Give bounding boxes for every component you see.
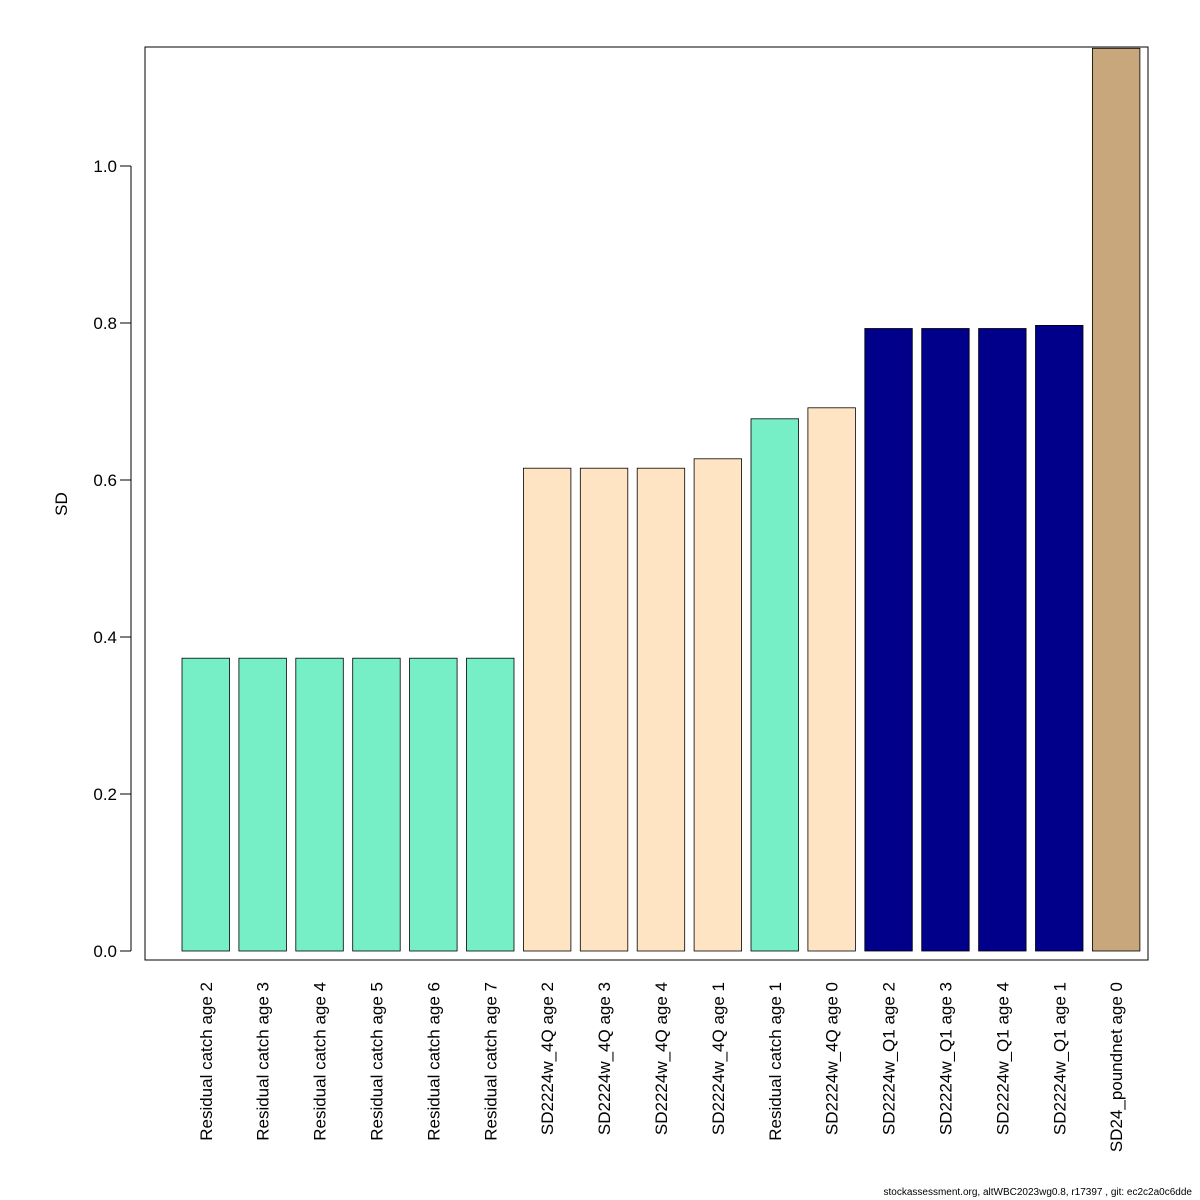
bar-8	[579, 467, 629, 952]
bar-14	[921, 328, 970, 952]
x-tick-label: SD2224w_Q1 age 3	[936, 982, 955, 1135]
bar-5	[409, 657, 458, 952]
y-tick-label: 0.4	[93, 628, 117, 647]
bar-16	[1035, 324, 1084, 952]
x-tick-label: SD2224w_4Q age 4	[652, 982, 671, 1135]
bar-13	[864, 328, 913, 952]
x-tick-label: SD2224w_Q1 age 1	[1050, 982, 1069, 1135]
bar-3	[295, 657, 344, 952]
bar-15	[978, 328, 1027, 952]
x-tick-label: SD2224w_4Q age 0	[823, 982, 842, 1135]
x-axis-labels: Residual catch age 2 Residual catch age 3…	[197, 982, 1126, 1152]
x-tick-label: SD2224w_Q1 age 2	[880, 982, 899, 1135]
bar-7	[523, 467, 572, 952]
y-tick-label: 0.2	[93, 785, 117, 804]
bar-9	[636, 467, 686, 952]
x-tick-label: Residual catch age 2	[197, 982, 216, 1141]
x-tick-label: Residual catch age 6	[424, 982, 443, 1141]
footer-text: stockassessment.org, altWBC2023wg0.8, r1…	[883, 1187, 1192, 1198]
x-tick-label: Residual catch age 3	[254, 982, 273, 1141]
y-axis: 0.0 0.2 0.4 0.6 0.8 1.0	[93, 157, 132, 961]
bar-6	[466, 657, 515, 952]
y-tick-label: 0.6	[93, 471, 117, 490]
bar-2	[238, 657, 287, 952]
x-tick-label: SD24_poundnet age 0	[1107, 982, 1126, 1152]
bar-11	[750, 418, 799, 952]
bars-group	[181, 47, 1141, 952]
x-tick-label: SD2224w_4Q age 2	[538, 982, 557, 1135]
y-tick-label: 0.8	[93, 314, 117, 333]
x-tick-label: Residual catch age 4	[311, 982, 330, 1141]
y-tick-label: 1.0	[93, 157, 117, 176]
x-tick-label: SD2224w_4Q age 3	[595, 982, 614, 1135]
bar-1	[181, 657, 230, 952]
bar-12	[807, 407, 856, 952]
y-axis-label: SD	[52, 492, 71, 516]
bar-17	[1092, 47, 1141, 952]
y-tick-label: 0.0	[93, 942, 117, 961]
bar-4	[352, 657, 401, 952]
x-tick-label: SD2224w_4Q age 1	[709, 982, 728, 1135]
x-tick-label: Residual catch age 5	[367, 982, 386, 1141]
bar-10	[693, 458, 742, 952]
x-tick-label: Residual catch age 7	[481, 982, 500, 1141]
x-tick-label: SD2224w_Q1 age 4	[993, 982, 1012, 1135]
plot-frame	[144, 46, 1149, 961]
x-tick-label: Residual catch age 1	[766, 982, 785, 1141]
